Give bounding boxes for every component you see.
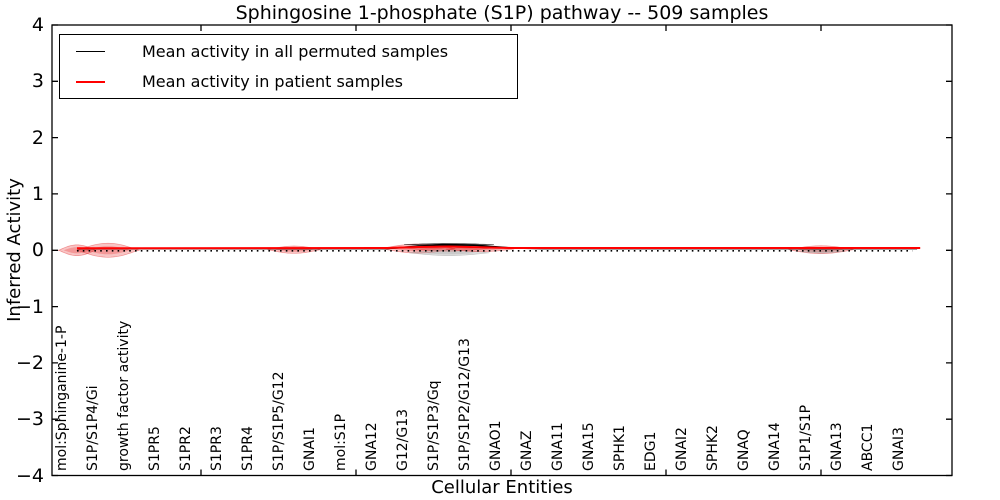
x-tick-label: GNA14 (767, 422, 783, 471)
y-tick-label: 2 (31, 127, 44, 149)
y-tick-label: 1 (31, 183, 44, 205)
x-tick-label: GNA15 (581, 422, 597, 471)
legend-label: Mean activity in all permuted samples (142, 41, 449, 61)
x-axis-label: Cellular Entities (431, 477, 573, 498)
x-tick-label: S1P/S1P2/G12/G13 (457, 338, 473, 471)
y-tick-label: −4 (15, 465, 44, 487)
x-tick-label: GNA13 (829, 422, 845, 471)
x-tick-label: growth factor activity (116, 320, 132, 471)
y-tick-label: 4 (31, 14, 44, 36)
legend-entry-permuted: Mean activity in all permuted samples (60, 37, 517, 65)
x-tick-label: S1PR4 (240, 426, 256, 471)
y-tick-label: −1 (15, 296, 44, 318)
x-tick-label: S1P/S1P3/Gq (426, 380, 442, 471)
x-tick-label: S1PR5 (147, 426, 163, 471)
legend-label: Mean activity in patient samples (142, 72, 403, 92)
violin-patient (75, 242, 141, 258)
x-tick-label: GNAQ (736, 429, 752, 471)
x-tick-label: S1P/S1P5/G12 (271, 371, 287, 471)
legend-line-black-icon (76, 50, 105, 52)
x-tick-label: SPHK2 (705, 425, 721, 471)
x-tick-label: GNAI1 (302, 427, 318, 471)
x-tick-label: ABCC1 (860, 423, 876, 471)
x-tick-label: mol:Sphinganine-1-P (54, 325, 70, 471)
y-tick-label: 3 (31, 70, 44, 92)
x-tick-label: GNA12 (364, 422, 380, 471)
y-tick-label: −2 (15, 352, 44, 374)
y-tick-label: 0 (31, 239, 44, 261)
legend-entry-patient: Mean activity in patient samples (60, 68, 517, 96)
x-tick-label: GNA11 (550, 422, 566, 471)
x-tick-label: GNAZ (519, 430, 535, 472)
x-tick-label: S1P1/S1P (798, 404, 814, 471)
violin-permuted-core (420, 251, 478, 255)
y-tick-label: −3 (15, 408, 44, 430)
x-tick-label: GNAI3 (891, 427, 907, 471)
mean-line-patient (76, 245, 921, 250)
x-tick-label: S1PR3 (209, 426, 225, 471)
x-tick-label: S1P/S1P4/Gi (85, 385, 101, 471)
violin-permuted (408, 249, 490, 256)
legend-line-red-icon (76, 80, 105, 83)
x-tick-label: GNAO1 (488, 420, 504, 471)
x-tick-label: mol:S1P (333, 413, 349, 471)
axis-ticks (52, 24, 952, 477)
x-tick-label: S1PR2 (178, 426, 194, 471)
x-tick-label: GNAI2 (674, 427, 690, 471)
legend: Mean activity in all permuted samples Me… (59, 34, 518, 99)
chart-title: Sphingosine 1-phosphate (S1P) pathway --… (235, 2, 769, 24)
x-tick-label: SPHK1 (612, 425, 628, 471)
x-tick-label: EDG1 (643, 431, 659, 471)
x-tick-label: G12/G13 (395, 408, 411, 471)
